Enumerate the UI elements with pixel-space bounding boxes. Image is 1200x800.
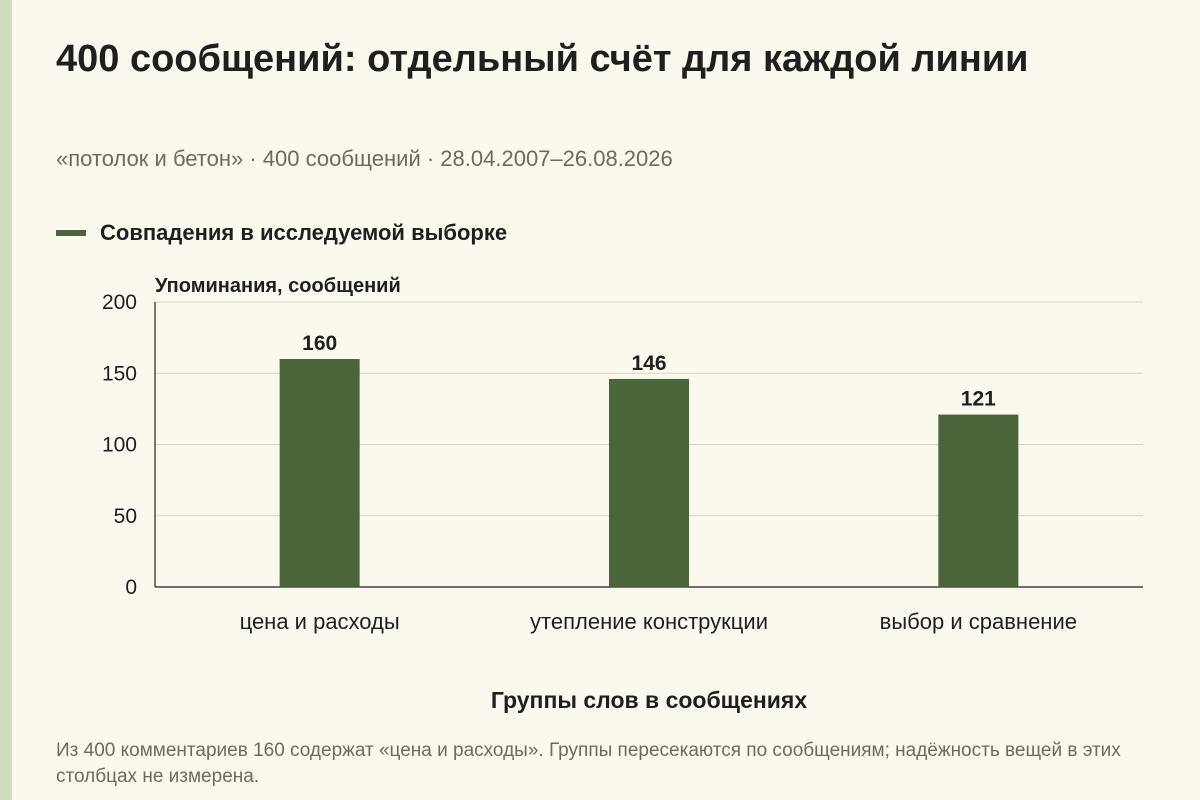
bar-1 [279, 359, 360, 587]
bar-chart: Упоминания, сообщений Группы слов в сооб… [102, 275, 1143, 713]
bar-layer [279, 359, 1019, 587]
y-tick-label: 200 [102, 291, 137, 314]
page-title: 400 сообщений: отдельный счёт для каждой… [56, 38, 1029, 80]
y-tick-label: 50 [114, 505, 137, 528]
bar-value-label: 121 [961, 388, 996, 411]
page-subtitle: «потолок и бетон» · 400 сообщений · 28.0… [56, 146, 673, 171]
bar-value-label: 160 [302, 332, 337, 355]
bar-3 [938, 414, 1019, 587]
bar-2 [609, 378, 689, 587]
y-tick-label: 0 [125, 576, 137, 599]
x-tick-label: выбор и сравнение [880, 609, 1077, 634]
y-axis-title: Упоминания, сообщений [155, 275, 401, 297]
y-tick-label: 100 [102, 434, 137, 457]
label-layer: 0 50 100 150 200 160 цена и расходы 146 утеплени… [102, 291, 1077, 634]
legend-label: Совпадения в исследуемой выборке [100, 220, 508, 245]
legend: Совпадения в исследуемой выборке [56, 219, 507, 247]
footnote: Из 400 комментариев 160 содержат «цена и… [56, 740, 1121, 787]
x-tick-label: цена и расходы [240, 609, 400, 634]
x-tick-label: утепление конструкции [530, 609, 768, 634]
y-tick-label: 150 [102, 362, 137, 385]
legend-swatch [56, 230, 86, 236]
side-stripe [0, 0, 12, 800]
x-axis-title: Группы слов в сообщениях [491, 687, 807, 713]
bar-value-label: 146 [631, 352, 666, 375]
